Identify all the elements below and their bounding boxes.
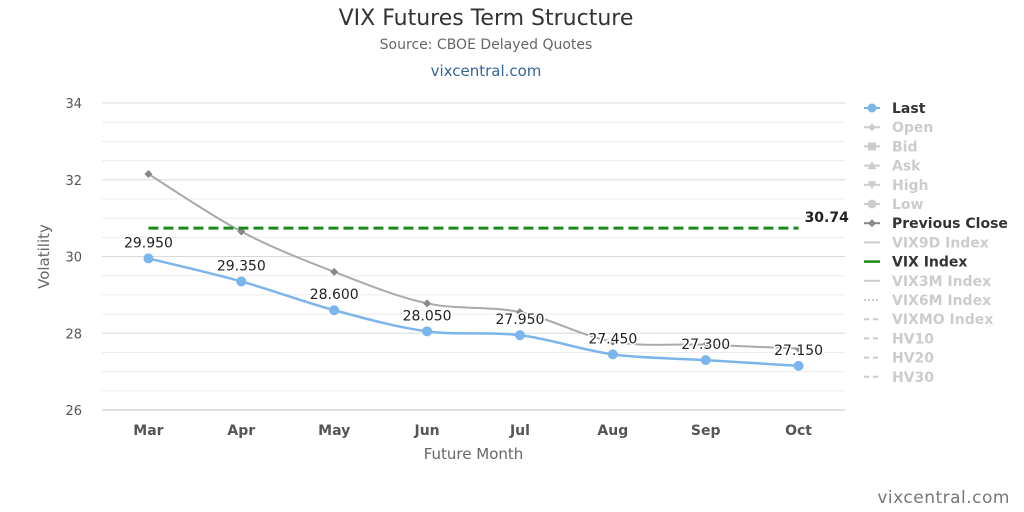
previous-close-point bbox=[794, 344, 803, 353]
y-tick-label: 26 bbox=[65, 404, 82, 419]
legend-label: Low bbox=[892, 197, 924, 213]
last-data-label: 27.150 bbox=[774, 343, 823, 359]
square-line-icon bbox=[864, 142, 880, 151]
triangle-down-line-icon bbox=[864, 181, 880, 190]
legend-label: Bid bbox=[892, 139, 918, 155]
chart-title: VIX Futures Term Structure bbox=[338, 6, 634, 31]
previous-close-point bbox=[330, 267, 339, 276]
legend-label: VIX6M Index bbox=[892, 293, 991, 309]
chart-subtitle: Source: CBOE Delayed Quotes bbox=[379, 37, 593, 53]
previous-close-point bbox=[608, 337, 617, 346]
legend-item-low[interactable]: Low bbox=[864, 197, 924, 213]
last-data-label: 29.350 bbox=[217, 258, 266, 274]
legend-label: HV20 bbox=[892, 351, 934, 367]
legend-item-hv30[interactable]: HV30 bbox=[864, 370, 934, 386]
vix-index-label: 30.74 bbox=[805, 210, 850, 226]
legend-item-vixmo-index[interactable]: VIXMO Index bbox=[864, 312, 993, 328]
x-tick-label: Oct bbox=[785, 423, 812, 439]
last-line bbox=[148, 257, 799, 368]
y-tick-label: 32 bbox=[65, 174, 82, 189]
previous-close-line bbox=[147, 173, 799, 350]
last-data-label: 29.950 bbox=[124, 235, 173, 251]
last-data-label: 28.600 bbox=[310, 287, 359, 303]
legend-item-vix6m-index[interactable]: VIX6M Index bbox=[864, 293, 991, 309]
legend-item-open[interactable]: Open bbox=[864, 120, 933, 136]
last-data-label: 27.300 bbox=[681, 337, 730, 353]
legend-label: VIX Index bbox=[892, 255, 967, 271]
legend-item-hv20[interactable]: HV20 bbox=[864, 351, 934, 367]
last-data-label: 28.050 bbox=[403, 308, 452, 324]
circle-line-icon bbox=[864, 103, 880, 113]
previous-close-point bbox=[423, 299, 432, 308]
legend-label: HV30 bbox=[892, 370, 934, 386]
legend-label: VIXMO Index bbox=[892, 312, 993, 328]
legend-label: VIX9D Index bbox=[892, 235, 989, 251]
last-point bbox=[236, 276, 247, 287]
last-point bbox=[143, 253, 154, 264]
legend-label: Previous Close bbox=[892, 216, 1008, 232]
legend-item-hv10[interactable]: HV10 bbox=[864, 331, 934, 347]
x-tick-label: Jul bbox=[509, 423, 530, 439]
legend-item-bid[interactable]: Bid bbox=[864, 139, 918, 155]
last-point bbox=[700, 355, 711, 366]
last-data-label: 27.450 bbox=[588, 331, 637, 347]
legend: Last Open Bid Ask High Low Previous Close VIX9D… bbox=[864, 101, 1008, 386]
last-point bbox=[793, 360, 804, 371]
triangle-line-icon bbox=[864, 161, 880, 170]
diamond-line-icon bbox=[864, 219, 880, 228]
y-tick-label: 30 bbox=[65, 251, 82, 266]
x-tick-label: Sep bbox=[691, 423, 721, 439]
y-tick-label: 28 bbox=[65, 327, 82, 342]
last-point bbox=[607, 349, 618, 360]
last-data-label: 27.950 bbox=[495, 312, 544, 328]
previous-close-point bbox=[144, 169, 153, 178]
last-point bbox=[422, 326, 433, 337]
x-axis-title: Future Month bbox=[424, 445, 524, 463]
legend-item-vix3m-index[interactable]: VIX3M Index bbox=[864, 274, 991, 290]
x-tick-label: May bbox=[318, 423, 350, 439]
legend-item-vix-index[interactable]: VIX Index bbox=[864, 255, 967, 271]
site-link[interactable]: vixcentral.com bbox=[430, 62, 542, 80]
y-tick-label: 34 bbox=[65, 97, 82, 112]
legend-item-ask[interactable]: Ask bbox=[864, 159, 921, 175]
legend-item-last[interactable]: Last bbox=[864, 101, 926, 117]
previous-close-point bbox=[515, 308, 524, 317]
legend-item-previous-close[interactable]: Previous Close bbox=[864, 216, 1008, 232]
axes: 26 28 30 32 34 Mar Apr May Jun Jul Aug Sep Oct Future… bbox=[35, 97, 845, 463]
credit-text: vixcentral.com bbox=[877, 488, 1010, 508]
legend-label: High bbox=[892, 178, 929, 194]
last-point bbox=[329, 305, 340, 316]
legend-label: Last bbox=[892, 101, 926, 117]
data-labels: 30.74 29.950 29.350 28.600 28.050 27.950 27.45… bbox=[122, 210, 850, 360]
diamond-line-icon bbox=[864, 123, 880, 132]
legend-label: VIX3M Index bbox=[892, 274, 991, 290]
circle-line-icon bbox=[864, 199, 880, 209]
x-tick-label: Mar bbox=[133, 423, 163, 439]
x-tick-label: Jun bbox=[413, 423, 439, 439]
grid-lines bbox=[102, 102, 845, 411]
x-tick-label: Apr bbox=[227, 423, 255, 439]
last-point bbox=[514, 330, 525, 341]
legend-item-vix9d-index[interactable]: VIX9D Index bbox=[864, 235, 989, 251]
legend-label: Ask bbox=[892, 159, 921, 175]
legend-label: Open bbox=[892, 120, 933, 136]
x-tick-label: Aug bbox=[597, 423, 628, 439]
series-layer bbox=[143, 169, 804, 371]
legend-item-high[interactable]: High bbox=[864, 178, 929, 194]
y-axis-title: Volatility bbox=[35, 224, 53, 289]
legend-label: HV10 bbox=[892, 331, 934, 347]
previous-close-point bbox=[701, 340, 710, 349]
